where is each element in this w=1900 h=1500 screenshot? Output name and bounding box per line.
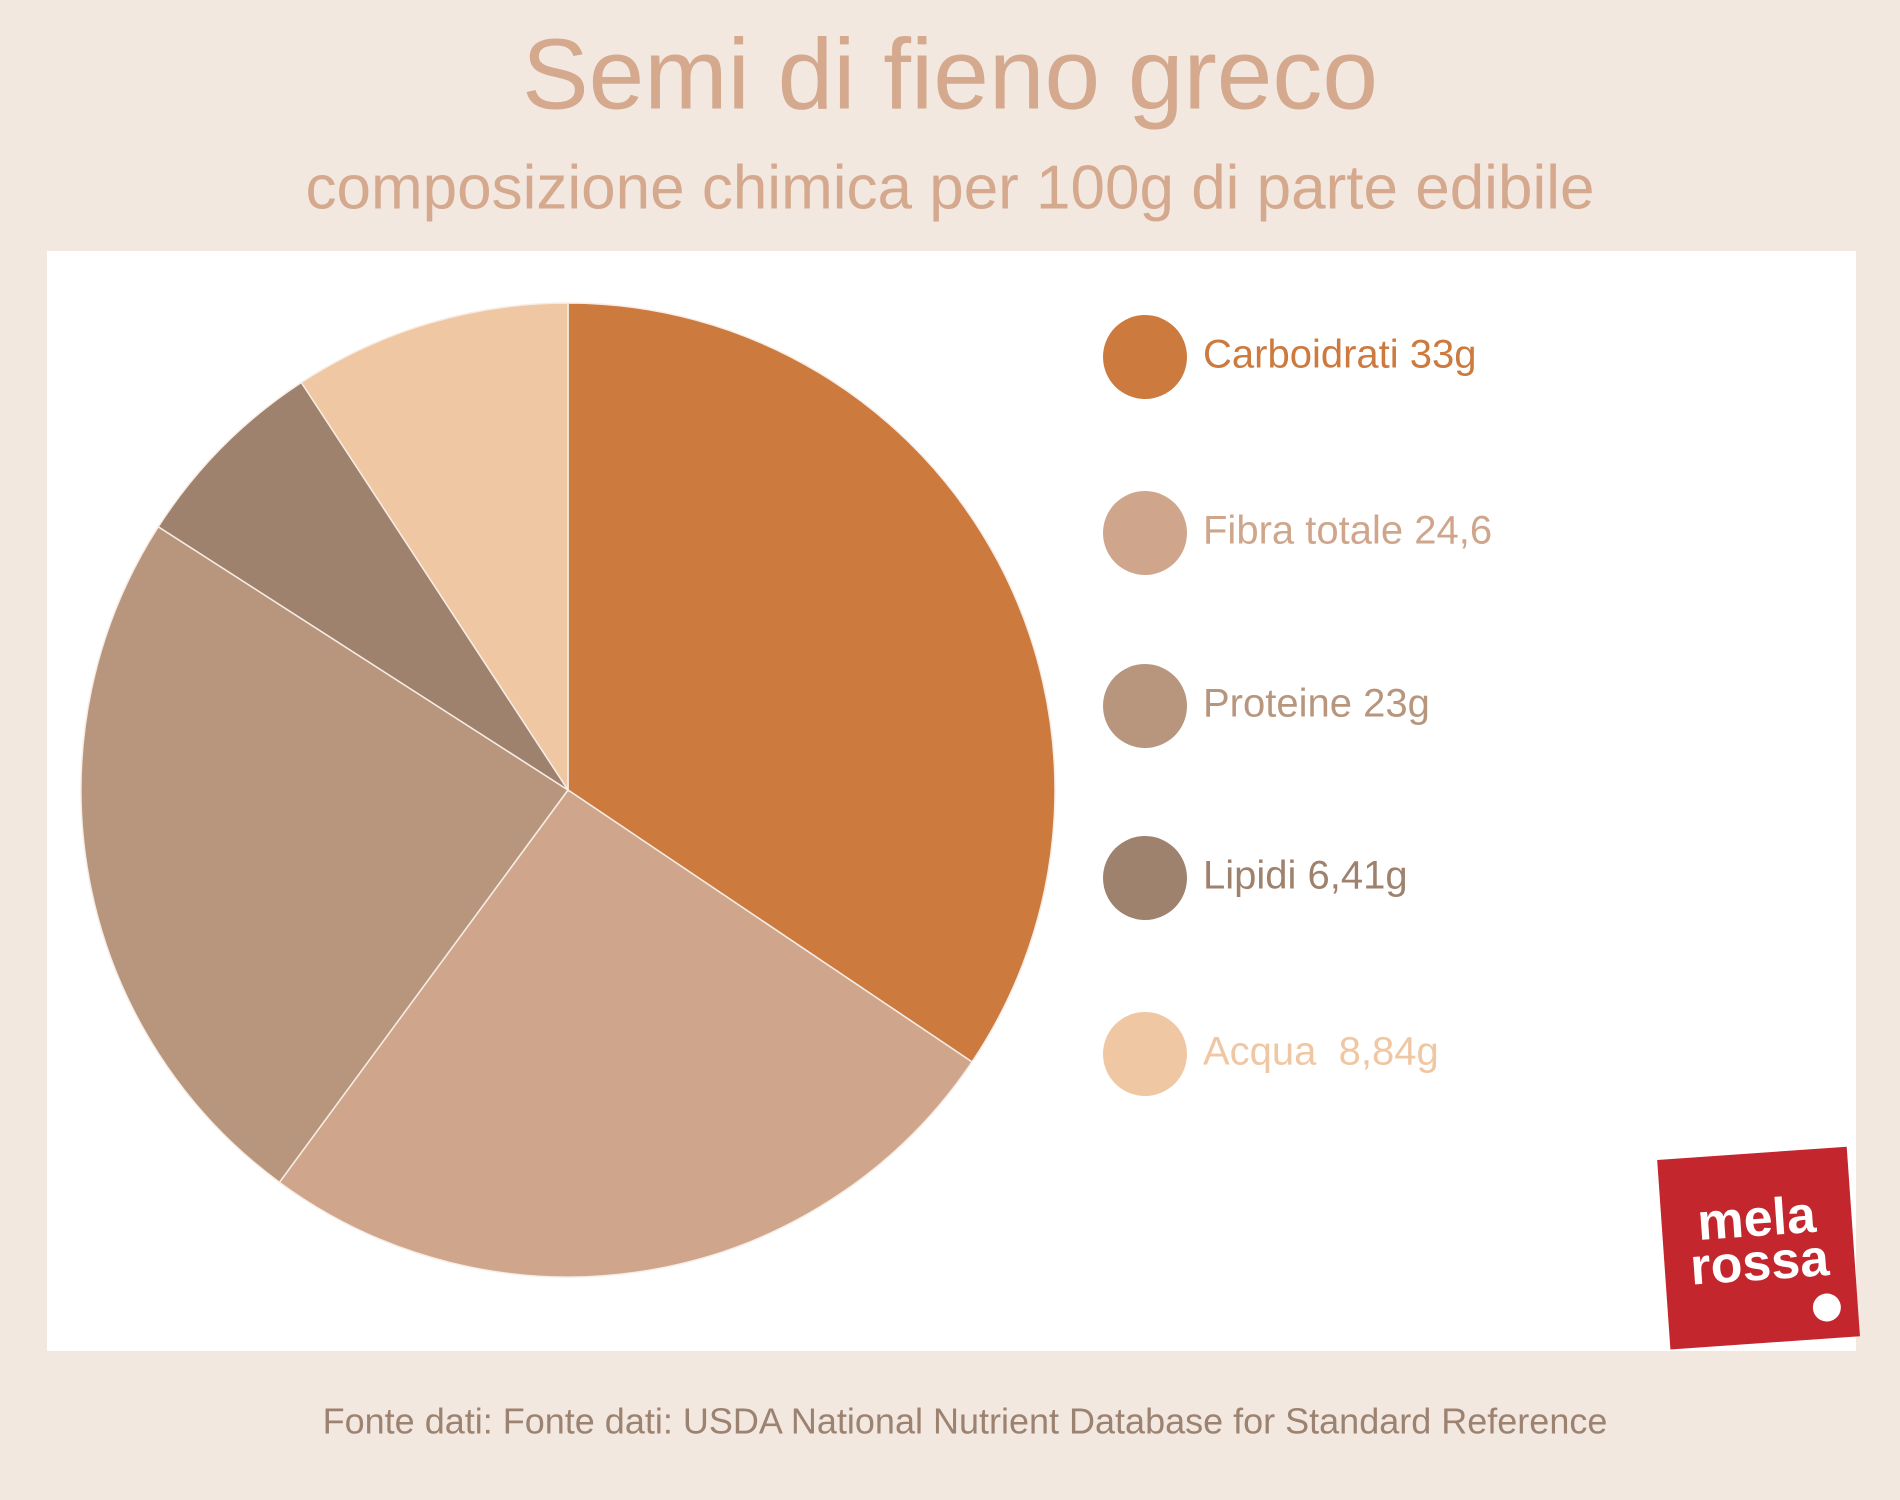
logo: mela rossa (1657, 1146, 1860, 1350)
legend-swatch (1103, 1012, 1187, 1096)
legend-label: Acqua 8,84g (1203, 1030, 1439, 1074)
logo-text: mela (1695, 1186, 1818, 1252)
chart-title: Semi di fieno greco (522, 18, 1378, 130)
legend-label: Proteine 23g (1203, 682, 1430, 726)
logo-text: rossa (1688, 1229, 1832, 1297)
pie (80, 302, 1056, 1278)
legend-label: Carboidrati 33g (1203, 333, 1477, 377)
legend-label: Lipidi 6,41g (1203, 854, 1408, 898)
pie-slice (278, 788, 974, 1278)
pie-slice (80, 525, 570, 1184)
legend-label: Fibra totale 24,6 (1203, 509, 1492, 553)
logo-apple (1812, 1293, 1841, 1322)
source-note: Fonte dati: Fonte dati: USDA National Nu… (323, 1401, 1608, 1442)
legend-swatch (1103, 664, 1187, 748)
pie-slice (567, 302, 1056, 1063)
pie-slice (300, 302, 569, 793)
legend-swatch (1103, 315, 1187, 399)
legend-swatch (1103, 491, 1187, 575)
logo-box (1657, 1146, 1860, 1350)
legend: Carboidrati 33g Fibra totale 24,6 Proteine… (1103, 315, 1492, 1096)
legend-swatch (1103, 836, 1187, 920)
pie-slice (157, 381, 569, 791)
chart-subtitle: composizione chimica per 100g di parte e… (306, 153, 1595, 222)
